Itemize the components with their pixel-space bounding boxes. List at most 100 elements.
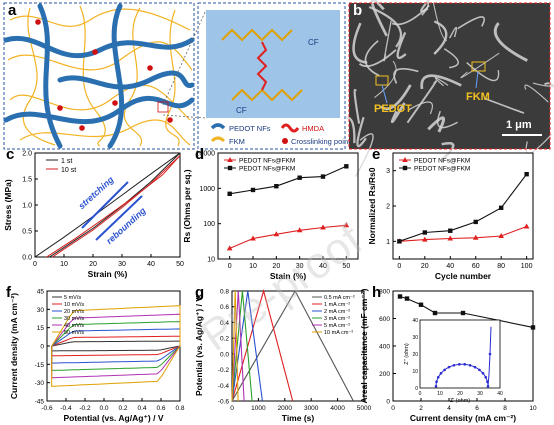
stretch-arrow — [81, 181, 129, 229]
x-tick-label: 60 — [472, 263, 480, 270]
legend-label: 20 mV/s — [64, 309, 84, 315]
panel-label-e: e — [372, 146, 381, 163]
inset-y-tick: 10 — [412, 369, 418, 375]
x-tick-label: 0.6 — [156, 405, 165, 412]
legend-label: 10 mV/s — [64, 302, 84, 308]
data-point — [296, 227, 303, 233]
y-tick-label: 0 — [386, 399, 390, 406]
x-tick-label: 2 — [419, 405, 423, 412]
y-tick-label: -0.6 — [218, 399, 230, 406]
data-point — [320, 174, 326, 179]
nyquist-point — [486, 385, 490, 388]
panel-e-chart: 0 20 40 60 80 100 1 2 3 Cycle number Normalized Rs… — [367, 152, 534, 281]
x-tick-label: 20 — [421, 263, 429, 270]
y-tick-label: 0.6 — [220, 304, 229, 311]
y-tick-label: 400 — [379, 344, 390, 351]
legend-label: 10 st — [61, 167, 76, 174]
y-tick-label: 1.5 — [22, 177, 32, 184]
data-point — [227, 191, 232, 197]
x-tick-label: 1000 — [251, 405, 266, 412]
x-tick-label: 8 — [503, 405, 507, 412]
nyquist-point — [434, 385, 438, 388]
y-tick-label: -15 — [35, 362, 45, 369]
x-tick-label: 40 — [319, 263, 327, 270]
data-point — [274, 183, 279, 189]
data-point — [250, 235, 256, 241]
annotation-stretching: stretching — [76, 174, 115, 211]
panel-label-g: g — [195, 284, 205, 301]
series-line — [52, 155, 181, 258]
x-tick-label: 3000 — [304, 405, 319, 412]
inset-x-tick: 10 — [437, 391, 443, 397]
data-point — [530, 325, 536, 330]
inset-y-tick: 20 — [412, 352, 418, 358]
data-point — [448, 228, 453, 233]
y-tick-label: 0.0 — [220, 351, 229, 358]
x-tick-label: -0.2 — [79, 405, 91, 412]
inset-x-tick: 20 — [457, 391, 463, 397]
inset-x-tick: 0 — [419, 391, 422, 397]
panel-c-chart: 0 10 20 30 40 50 0.0 0.5 1.0 1.5 2.0 Strain (%) Stre… — [3, 151, 184, 280]
x-tick-label: 10 — [249, 263, 257, 270]
legend-label: 0.5 mA cm⁻² — [324, 295, 355, 301]
data-point — [524, 172, 529, 177]
y-tick-label: 0.2 — [220, 336, 229, 343]
data-point — [432, 310, 438, 316]
panel-d-chart: 0 10 20 30 40 50 10 100 1000 10000 Stain (%) Rs (Oh… — [182, 151, 359, 281]
inset-axes — [419, 319, 501, 389]
x-tick-label: 0 — [391, 405, 395, 412]
nyquist-point — [436, 376, 440, 379]
nyquist-point — [435, 380, 438, 384]
data-point — [397, 294, 403, 299]
x-tick-label: 30 — [118, 261, 126, 268]
x-tick-label: 4 — [447, 405, 451, 412]
nyquist-point — [447, 365, 451, 369]
panel-label-f: f — [6, 284, 11, 301]
data-point — [344, 164, 349, 169]
x-tick-label: 0 — [228, 263, 232, 270]
y-tick-label: 0.8 — [220, 289, 229, 296]
inset-x-tick: 40 — [497, 391, 503, 397]
data-point — [498, 205, 504, 210]
y-tick-label: 2 — [386, 204, 390, 211]
series-line — [229, 224, 347, 249]
data-point — [227, 165, 233, 171]
data-point — [472, 234, 479, 240]
x-tick-label: 0 — [230, 405, 234, 412]
x-tick-label: 100 — [521, 263, 533, 270]
nyquist-point — [488, 352, 492, 356]
y-axis-label: Rs (Ohms per sq.) — [182, 169, 192, 242]
legend-label: 1 mA cm⁻² — [324, 302, 350, 308]
x-tick-label: 0.2 — [118, 405, 127, 412]
inset-y-tick: 0 — [415, 386, 418, 392]
gcd-curve — [231, 290, 253, 402]
gcd-curve — [231, 290, 239, 402]
data-point — [404, 296, 410, 301]
nyquist-point — [486, 380, 489, 384]
x-tick-label: 80 — [497, 263, 505, 270]
x-tick-label: 50 — [342, 263, 350, 270]
data-point — [402, 157, 408, 162]
data-point — [422, 236, 428, 242]
legend-label: PEDOT NFs@FKM — [414, 158, 470, 165]
legend-label: 10 mA cm⁻² — [324, 330, 353, 336]
legend-label: 40 mV/s — [64, 323, 84, 329]
cv-loop — [51, 340, 181, 352]
x-axis-label: Potential (vs. Ag/Ag⁺) / V — [63, 413, 163, 423]
series-line — [49, 152, 181, 258]
x-tick-label: 0.0 — [99, 405, 108, 412]
data-point — [473, 219, 478, 225]
legend-label: 3 mA cm⁻² — [324, 316, 350, 322]
panel-d-axes — [217, 152, 359, 260]
cv-loop — [51, 335, 181, 357]
y-axis-label: Stress (MPa) — [3, 179, 13, 231]
y-tick-label: 1 — [386, 239, 390, 246]
y-tick-label: 30 — [37, 307, 45, 314]
y-tick-label: 1.0 — [22, 203, 32, 210]
panel-f-chart: -0.6 -0.4 -0.2 0.0 0.2 0.4 0.6 0.8 -45 -30 -15 0 15 3… — [9, 289, 185, 424]
x-tick-label: 0 — [33, 261, 37, 268]
data-point — [227, 157, 233, 162]
panel-g-axes — [231, 290, 365, 402]
